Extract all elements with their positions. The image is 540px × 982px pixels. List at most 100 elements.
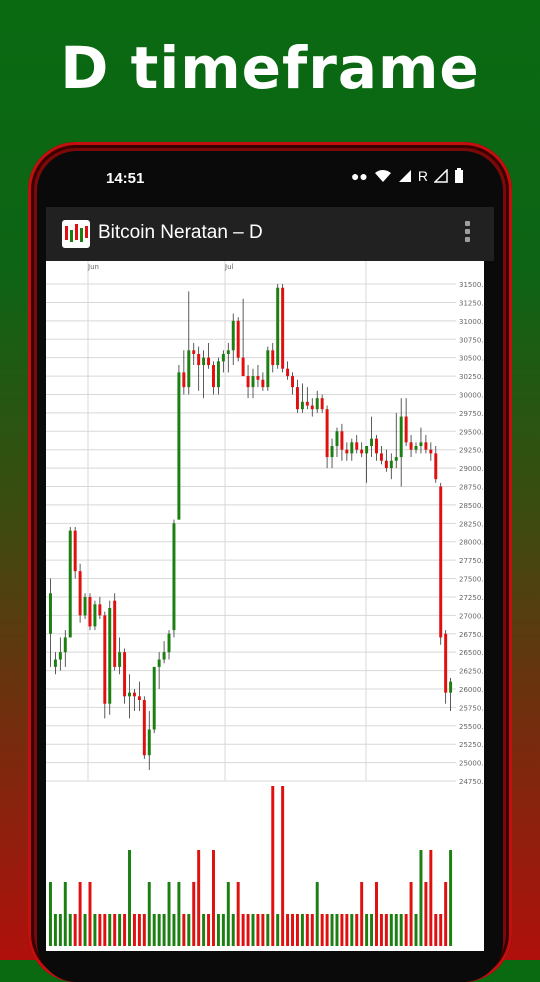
volume-bar: [226, 882, 230, 946]
status-time: 14:51: [106, 170, 145, 187]
candle-body: [271, 350, 275, 366]
candle-body: [286, 368, 290, 377]
candle-body: [315, 398, 319, 410]
volume-bar: [162, 914, 166, 946]
volume-bar: [132, 914, 136, 946]
candle-body: [419, 442, 423, 447]
candle-body: [291, 376, 294, 388]
volume-bar: [137, 914, 141, 946]
candle-body: [365, 446, 369, 454]
candle-body: [78, 571, 82, 616]
volume-bar: [172, 914, 176, 946]
volume-bar: [93, 914, 97, 946]
volume-bar: [286, 914, 290, 946]
volume-bar: [58, 914, 62, 946]
candle-body: [118, 652, 122, 667]
candle-body: [345, 449, 349, 454]
candle-body: [335, 431, 339, 447]
y-tick-label: 29750.0: [459, 410, 484, 418]
candle-body: [384, 460, 388, 469]
y-tick-label: 25250.0: [459, 741, 484, 749]
battery-icon: [455, 168, 463, 183]
y-tick-label: 28000.0: [459, 539, 484, 547]
candle-body: [167, 633, 171, 653]
candle-body: [320, 398, 324, 410]
candle-body: [197, 353, 201, 366]
candle-body: [350, 442, 354, 454]
candle-body: [128, 692, 131, 697]
volume-bar: [379, 914, 383, 946]
candle-body: [202, 357, 206, 366]
volume-bar: [315, 882, 319, 946]
volume-bar: [370, 914, 374, 946]
volume-bar: [320, 914, 324, 946]
volume-bar: [419, 850, 423, 946]
candle-body: [68, 530, 72, 638]
volume-bar: [177, 882, 181, 946]
candle-body: [449, 681, 453, 693]
x-month-label: Jun: [87, 263, 99, 271]
volume-bar: [350, 914, 354, 946]
candle-body: [266, 350, 270, 388]
candle-body: [187, 350, 191, 388]
candle-body: [424, 442, 428, 450]
volume-bar: [281, 786, 285, 946]
candle-body: [226, 350, 230, 354]
candle-body: [305, 401, 309, 406]
candle-body: [444, 633, 448, 693]
candle-body: [325, 409, 329, 458]
volume-bar: [221, 914, 225, 946]
volume-bar: [103, 914, 107, 946]
signal-icon: [398, 170, 411, 182]
volume-bar: [365, 914, 369, 946]
volume-bar: [355, 914, 359, 946]
volume-bar: [108, 914, 112, 946]
volume-bar: [98, 914, 102, 946]
volume-bar: [414, 914, 418, 946]
roaming-indicator: R: [417, 168, 428, 184]
candle-body: [429, 449, 433, 454]
chart-area[interactable]: 31500.0 31250.0 31000.0 30750.0 30500.0 30250…: [46, 261, 488, 951]
volume-bar: [73, 914, 77, 946]
volume-bar: [142, 914, 146, 946]
candle-body: [103, 615, 107, 704]
volume-bar: [167, 882, 171, 946]
candle-body: [63, 637, 67, 653]
candle-body: [355, 442, 359, 450]
volume-bar: [78, 882, 82, 946]
signal-icon-secondary: [434, 169, 448, 183]
candle-body: [236, 320, 240, 358]
status-icons: ●● R: [351, 168, 464, 184]
candle-body: [132, 692, 136, 697]
candle-body: [108, 607, 112, 704]
y-tick-label: 26250.0: [459, 668, 484, 676]
candle-body: [404, 416, 408, 443]
volume-bar: [118, 914, 122, 946]
volume-bar: [330, 914, 334, 946]
y-tick-label: 26750.0: [459, 631, 484, 639]
y-tick-label: 26000.0: [459, 686, 484, 694]
y-tick-label: 24750.0: [459, 778, 484, 786]
volume-bar: [152, 914, 156, 946]
volume-bar: [192, 882, 196, 946]
y-tick-label: 30750.0: [459, 336, 484, 344]
candlestick-chart[interactable]: 31500.0 31250.0 31000.0 30750.0 30500.0 30250…: [46, 261, 488, 951]
volume-bar: [123, 914, 127, 946]
notification-dots-icon: ●●: [350, 168, 368, 184]
volume-bar: [335, 914, 339, 946]
candle-body: [281, 287, 285, 369]
volume-bar: [271, 786, 275, 946]
more-vert-icon[interactable]: [462, 221, 472, 247]
candle-body: [152, 666, 156, 730]
volume-bar: [394, 914, 398, 946]
candle-body: [394, 457, 398, 461]
y-tick-label: 29250.0: [459, 447, 484, 455]
candle-body: [409, 442, 413, 450]
volume-bar: [182, 914, 186, 946]
candle-body: [231, 320, 235, 351]
volume-bar: [251, 914, 255, 946]
volume-bar: [360, 882, 364, 946]
volume-bar: [113, 914, 117, 946]
volume-bar: [266, 914, 270, 946]
y-tick-label: 31000.0: [459, 318, 484, 326]
